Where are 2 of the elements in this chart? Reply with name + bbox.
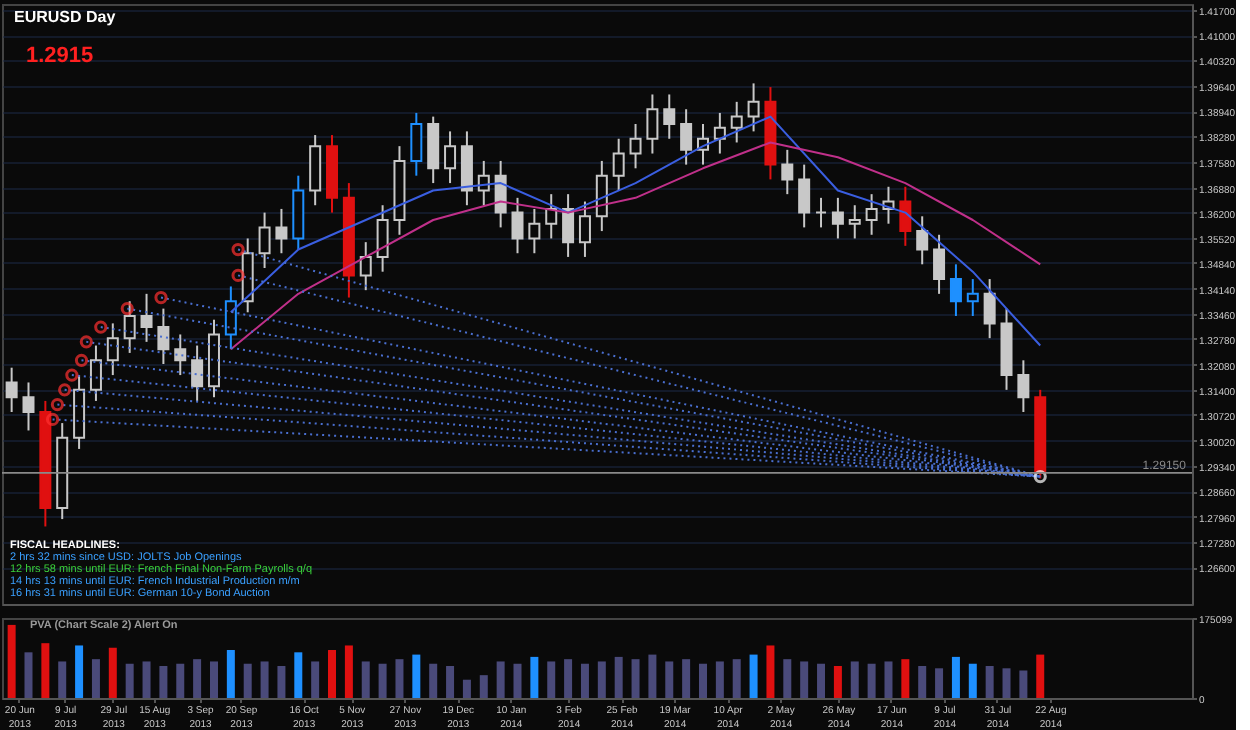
annotation: 1.2915 xyxy=(26,44,94,68)
chart-title: EURUSD Day xyxy=(14,8,117,26)
